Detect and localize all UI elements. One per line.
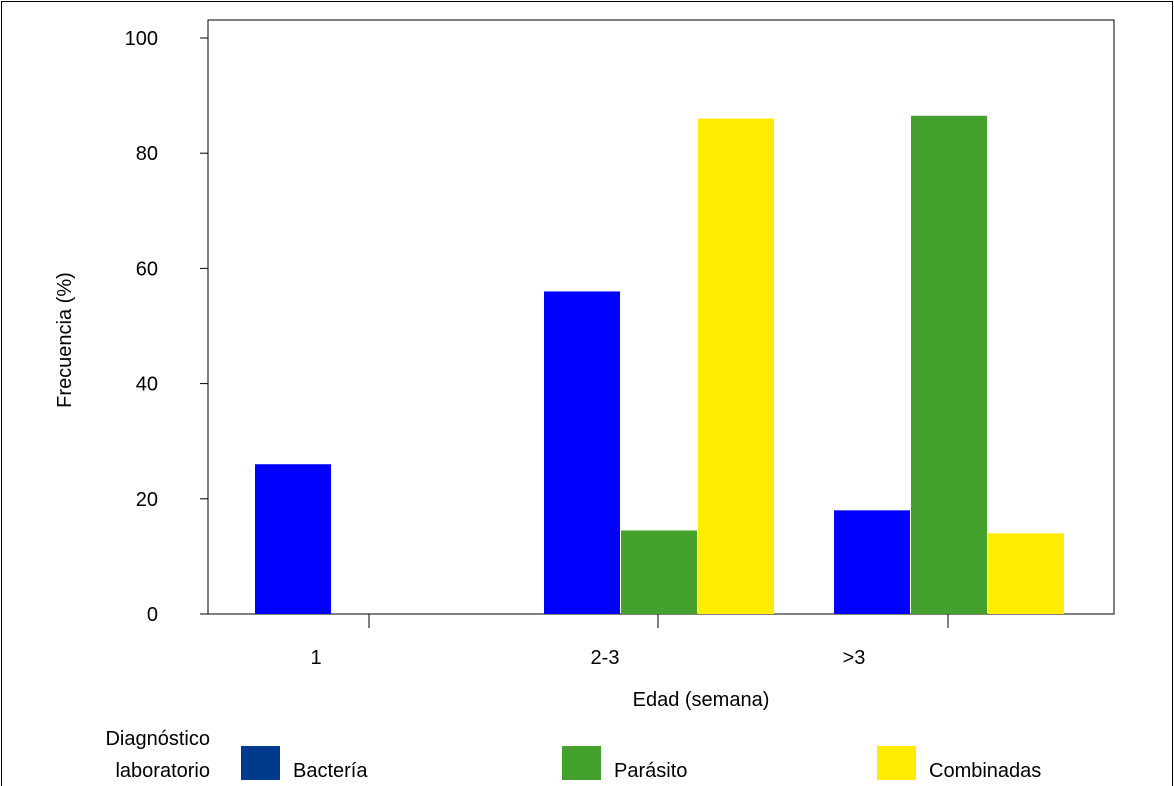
x-axis-label: Edad (semana) xyxy=(633,689,770,711)
bar-parasito-1 xyxy=(621,530,697,614)
y-tick-label: 100 xyxy=(125,28,158,50)
bar-combinadas-1 xyxy=(698,118,774,614)
bar-bacteria-2 xyxy=(834,510,910,614)
bar-parasito-2 xyxy=(911,115,987,614)
x-tick-label: 2-3 xyxy=(591,647,620,669)
y-tick-label: 20 xyxy=(136,489,158,511)
x-tick-label: >3 xyxy=(843,647,866,669)
legend-label: Bactería xyxy=(293,760,368,782)
legend-swatch xyxy=(562,746,601,780)
y-axis: 0 20 40 60 80 100 xyxy=(125,28,208,626)
legend: Diagnóstico laboratorio Bactería Parásito… xyxy=(105,728,1041,782)
legend-title-line-2: laboratorio xyxy=(115,760,210,782)
y-tick-label: 80 xyxy=(136,143,158,165)
y-tick-label: 40 xyxy=(136,374,158,396)
x-axis: 1 2-3 >3 xyxy=(310,614,949,669)
bars xyxy=(255,115,1064,614)
bar-combinadas-2 xyxy=(988,533,1064,614)
x-tick-label: 1 xyxy=(310,647,321,669)
legend-label: Parásito xyxy=(614,760,687,782)
y-tick-label: 0 xyxy=(147,604,158,626)
y-tick-label: 60 xyxy=(136,258,158,280)
bar-bacteria-0 xyxy=(255,464,331,614)
bar-bacteria-1 xyxy=(544,291,620,614)
legend-swatch xyxy=(241,746,280,780)
legend-title-line-1: Diagnóstico xyxy=(105,728,210,750)
y-axis-label: Frecuencia (%) xyxy=(54,272,76,408)
legend-label: Combinadas xyxy=(929,760,1041,782)
legend-swatch xyxy=(877,746,916,780)
